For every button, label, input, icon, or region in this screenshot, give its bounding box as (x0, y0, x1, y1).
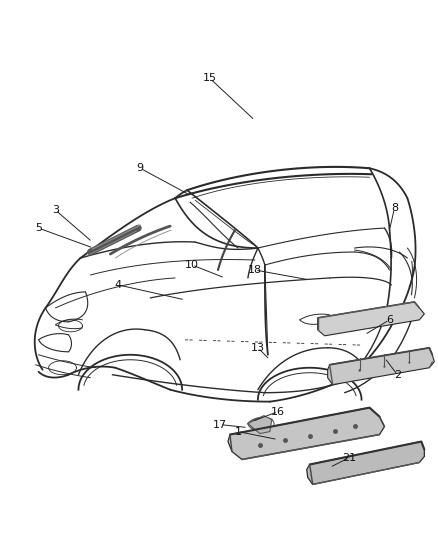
Text: 9: 9 (137, 163, 144, 173)
Text: 17: 17 (213, 419, 227, 430)
Text: 10: 10 (185, 260, 199, 270)
Text: 3: 3 (52, 205, 59, 215)
Text: 8: 8 (391, 203, 398, 213)
Text: 18: 18 (248, 265, 262, 275)
Text: 13: 13 (251, 343, 265, 353)
Text: 2: 2 (394, 370, 401, 379)
Polygon shape (228, 408, 385, 459)
Text: 21: 21 (343, 453, 357, 463)
Text: 4: 4 (115, 280, 122, 290)
Polygon shape (318, 302, 424, 336)
Text: 15: 15 (203, 74, 217, 84)
Text: 6: 6 (386, 315, 393, 325)
Polygon shape (248, 416, 272, 433)
Polygon shape (328, 348, 434, 385)
Text: 1: 1 (234, 426, 241, 437)
Text: 5: 5 (35, 223, 42, 233)
Text: 16: 16 (271, 407, 285, 417)
Polygon shape (307, 441, 424, 484)
